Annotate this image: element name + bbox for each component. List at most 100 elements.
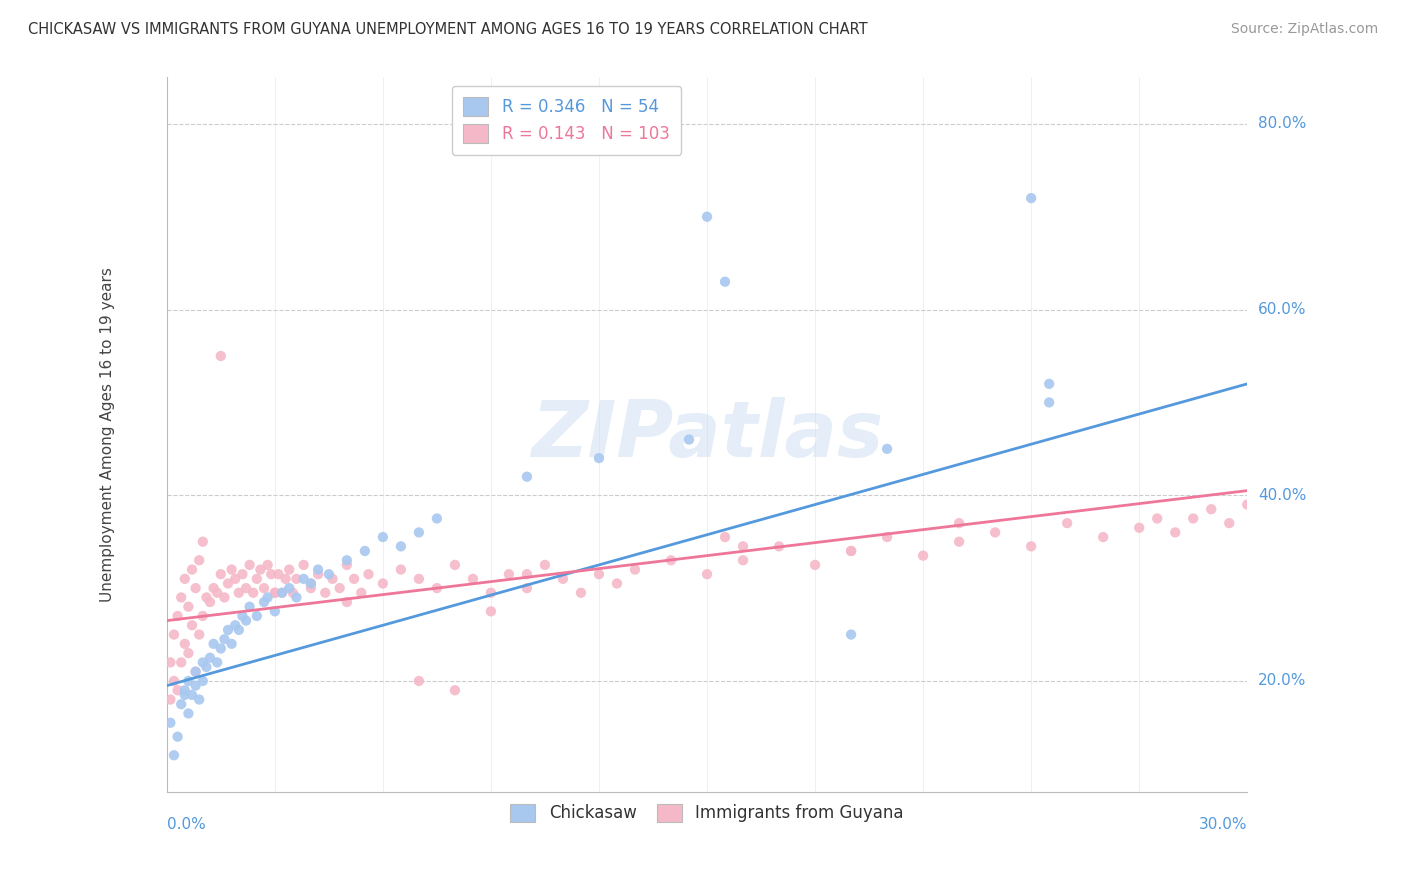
Point	[1199, 502, 1222, 516]
Point	[271, 586, 294, 600]
Point	[354, 544, 377, 558]
Point	[195, 591, 218, 605]
Point	[221, 563, 243, 577]
Point	[159, 656, 181, 670]
Point	[231, 609, 253, 624]
Text: 30.0%: 30.0%	[1199, 817, 1247, 832]
Point	[188, 627, 211, 641]
Point	[263, 586, 285, 600]
Point	[876, 530, 898, 544]
Point	[173, 572, 195, 586]
Point	[246, 572, 269, 586]
Point	[1056, 516, 1078, 530]
Point	[205, 586, 228, 600]
Point	[181, 688, 204, 702]
Point	[516, 567, 538, 582]
Point	[1146, 511, 1168, 525]
Point	[177, 599, 200, 614]
Point	[263, 604, 285, 618]
Point	[235, 581, 257, 595]
Text: CHICKASAW VS IMMIGRANTS FROM GUYANA UNEMPLOYMENT AMONG AGES 16 TO 19 YEARS CORRE: CHICKASAW VS IMMIGRANTS FROM GUYANA UNEM…	[28, 22, 868, 37]
Point	[184, 581, 207, 595]
Point	[228, 586, 250, 600]
Point	[188, 553, 211, 567]
Point	[163, 673, 186, 688]
Point	[1038, 376, 1060, 391]
Point	[696, 210, 718, 224]
Point	[198, 595, 221, 609]
Point	[678, 433, 700, 447]
Point	[569, 586, 592, 600]
Point	[1182, 511, 1205, 525]
Point	[224, 572, 246, 586]
Point	[159, 715, 181, 730]
Text: Unemployment Among Ages 16 to 19 years: Unemployment Among Ages 16 to 19 years	[100, 268, 115, 602]
Point	[389, 563, 412, 577]
Text: Source: ZipAtlas.com: Source: ZipAtlas.com	[1230, 22, 1378, 37]
Point	[426, 511, 449, 525]
Point	[184, 665, 207, 679]
Point	[1218, 516, 1240, 530]
Point	[839, 544, 862, 558]
Point	[948, 534, 970, 549]
Text: 60.0%: 60.0%	[1258, 302, 1306, 317]
Point	[285, 591, 308, 605]
Point	[292, 558, 315, 572]
Point	[1092, 530, 1115, 544]
Point	[166, 683, 188, 698]
Point	[1236, 498, 1258, 512]
Point	[498, 567, 520, 582]
Point	[948, 516, 970, 530]
Point	[426, 581, 449, 595]
Point	[1128, 521, 1150, 535]
Point	[299, 576, 322, 591]
Point	[166, 730, 188, 744]
Point	[659, 553, 682, 567]
Point	[214, 591, 236, 605]
Point	[876, 442, 898, 456]
Point	[198, 650, 221, 665]
Point	[188, 692, 211, 706]
Point	[350, 586, 373, 600]
Point	[209, 567, 232, 582]
Point	[1038, 395, 1060, 409]
Point	[202, 637, 225, 651]
Point	[221, 637, 243, 651]
Point	[278, 563, 301, 577]
Point	[235, 614, 257, 628]
Point	[217, 576, 239, 591]
Point	[228, 623, 250, 637]
Point	[1019, 539, 1042, 553]
Point	[307, 563, 329, 577]
Point	[191, 673, 214, 688]
Point	[606, 576, 628, 591]
Point	[173, 637, 195, 651]
Point	[267, 567, 290, 582]
Point	[984, 525, 1007, 540]
Point	[177, 673, 200, 688]
Point	[231, 567, 253, 582]
Point	[321, 572, 343, 586]
Point	[191, 656, 214, 670]
Point	[181, 563, 204, 577]
Point	[714, 275, 737, 289]
Point	[181, 618, 204, 632]
Point	[239, 599, 262, 614]
Point	[281, 586, 304, 600]
Point	[318, 567, 340, 582]
Point	[299, 576, 322, 591]
Point	[242, 586, 264, 600]
Point	[256, 558, 278, 572]
Point	[274, 572, 297, 586]
Point	[209, 641, 232, 656]
Point	[731, 553, 754, 567]
Point	[285, 572, 308, 586]
Point	[166, 609, 188, 624]
Point	[1019, 191, 1042, 205]
Point	[253, 581, 276, 595]
Point	[479, 604, 502, 618]
Point	[191, 534, 214, 549]
Point	[246, 609, 269, 624]
Point	[299, 581, 322, 595]
Point	[624, 563, 647, 577]
